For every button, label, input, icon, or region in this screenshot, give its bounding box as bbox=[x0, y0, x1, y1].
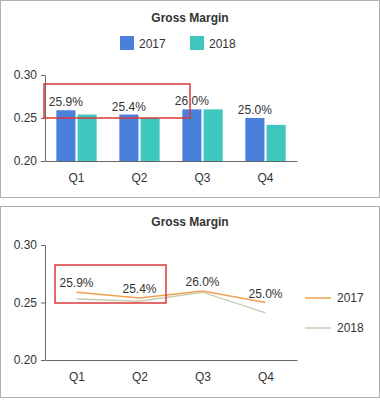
tick-label: 0.25 bbox=[14, 296, 38, 310]
data-label: 25.9% bbox=[49, 95, 83, 109]
data-label: 25.9% bbox=[59, 276, 93, 290]
x-tick: Q4 bbox=[257, 171, 273, 185]
tick-mark bbox=[41, 245, 45, 246]
legend-label: 2018 bbox=[337, 321, 364, 335]
data-label: 26.0% bbox=[185, 275, 219, 289]
legend-swatch bbox=[305, 327, 331, 329]
plot-area bbox=[77, 291, 266, 313]
legend-label: 2018 bbox=[209, 37, 236, 51]
data-label: 25.4% bbox=[112, 100, 146, 114]
tick-mark bbox=[41, 360, 45, 361]
chart-panel: Gross Margin 25.9% 25.4% 26.0% 25.0% 0.20 0.25… bbox=[1, 207, 380, 398]
axis-line bbox=[46, 360, 298, 361]
plot-area bbox=[56, 109, 285, 161]
tick-label: Q2 bbox=[132, 370, 148, 384]
x-axis: Q1 Q2 Q3 Q4 bbox=[46, 162, 298, 185]
tick-label: 0.30 bbox=[14, 68, 38, 82]
data-label: 25.0% bbox=[238, 103, 272, 117]
y-tick: 0.20 bbox=[14, 353, 45, 367]
chart-title: Gross Margin bbox=[151, 215, 228, 229]
x-tick: Q3 bbox=[195, 370, 211, 384]
panel-border bbox=[1, 1, 380, 198]
y-axis: 0.20 0.25 0.30 bbox=[14, 68, 46, 168]
bar bbox=[78, 115, 97, 161]
tick-label: 0.30 bbox=[14, 238, 38, 252]
bar bbox=[119, 115, 138, 161]
data-label: 25.0% bbox=[248, 287, 282, 301]
y-tick: 0.20 bbox=[14, 154, 45, 168]
legend-label: 2017 bbox=[139, 37, 166, 51]
tick-label: 0.20 bbox=[14, 154, 38, 168]
axis-line bbox=[46, 161, 298, 162]
highlight-box bbox=[44, 84, 190, 118]
x-axis: Q1 Q2 Q3 Q4 bbox=[46, 361, 298, 384]
y-tick: 0.30 bbox=[14, 238, 45, 252]
tick-label: Q3 bbox=[194, 171, 210, 185]
tick-label: Q3 bbox=[195, 370, 211, 384]
tick-label: Q1 bbox=[68, 171, 84, 185]
chart-panel: Gross Margin 25.9% 25.4% 26.0% 25.0% 0.20 0.25… bbox=[1, 1, 380, 198]
legend-swatch bbox=[305, 297, 331, 299]
panel-border bbox=[1, 207, 380, 398]
highlight-box bbox=[55, 265, 166, 303]
tick-mark bbox=[41, 303, 45, 304]
bar bbox=[245, 118, 264, 161]
x-tick: Q1 bbox=[69, 370, 85, 384]
tick-mark bbox=[41, 161, 45, 162]
tick-label: 0.20 bbox=[14, 353, 38, 367]
x-tick: Q2 bbox=[131, 171, 147, 185]
bar bbox=[141, 118, 160, 161]
tick-label: 0.25 bbox=[14, 111, 38, 125]
legend: 2017 2018 bbox=[305, 291, 364, 335]
data-labels: 25.9% 25.4% 26.0% 25.0% bbox=[59, 275, 282, 301]
tick-mark bbox=[41, 75, 45, 76]
x-tick: Q1 bbox=[68, 171, 84, 185]
tick-label: Q2 bbox=[131, 171, 147, 185]
legend: 2017 2018 bbox=[120, 36, 236, 51]
x-tick: Q3 bbox=[194, 171, 210, 185]
legend-swatch bbox=[190, 36, 204, 50]
x-tick: Q2 bbox=[132, 370, 148, 384]
tick-label: Q4 bbox=[258, 370, 274, 384]
bar bbox=[182, 109, 201, 161]
page: Gross Margin 25.9% 25.4% 26.0% 25.0% 0.20 0.25… bbox=[0, 0, 380, 403]
data-label: 25.4% bbox=[122, 282, 156, 296]
y-tick: 0.25 bbox=[14, 296, 45, 310]
legend-swatch bbox=[120, 36, 134, 50]
x-tick: Q4 bbox=[258, 370, 274, 384]
tick-label: Q4 bbox=[257, 171, 273, 185]
y-axis: 0.20 0.25 0.30 bbox=[14, 238, 46, 367]
bar bbox=[204, 109, 223, 161]
y-tick: 0.25 bbox=[14, 111, 45, 125]
bar bbox=[267, 125, 286, 161]
y-tick: 0.30 bbox=[14, 68, 45, 82]
axis-line bbox=[45, 246, 46, 361]
data-labels: 25.9% 25.4% 26.0% 25.0% bbox=[49, 94, 272, 117]
data-label: 26.0% bbox=[175, 94, 209, 108]
chart-title: Gross Margin bbox=[151, 11, 228, 25]
legend-label: 2017 bbox=[337, 291, 364, 305]
tick-label: Q1 bbox=[69, 370, 85, 384]
